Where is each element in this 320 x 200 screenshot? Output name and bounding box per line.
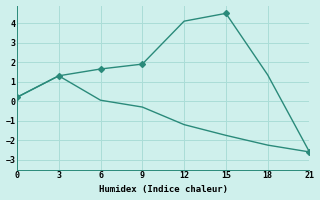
X-axis label: Humidex (Indice chaleur): Humidex (Indice chaleur)	[99, 185, 228, 194]
